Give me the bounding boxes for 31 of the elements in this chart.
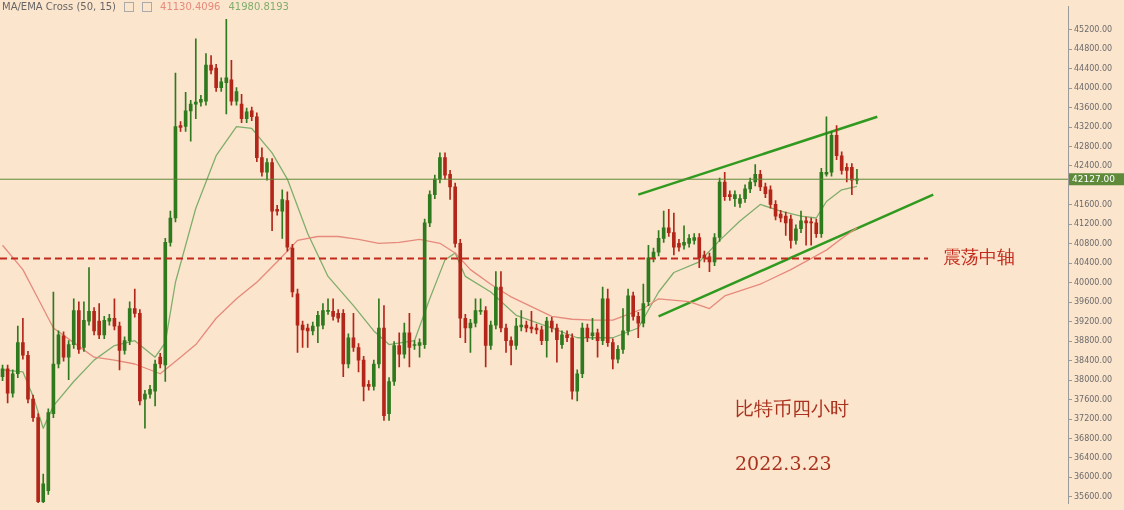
- y-tick-label: 36800.00: [1074, 433, 1113, 443]
- annotation: 41980.8193: [228, 1, 289, 12]
- y-tick-label: 41600.00: [1074, 199, 1113, 209]
- annotation: 2022.3.23: [735, 452, 832, 474]
- y-tick-label: 37200.00: [1074, 414, 1113, 424]
- y-tick-label: 39600.00: [1074, 297, 1113, 307]
- y-tick-label: 44400.00: [1074, 63, 1113, 73]
- y-tick-label: 40000.00: [1074, 277, 1113, 287]
- y-tick-label: 37600.00: [1074, 394, 1113, 404]
- annotation: 比特币四小时: [735, 396, 849, 421]
- y-tick-label: 44000.00: [1074, 83, 1113, 93]
- ref-line-label: 42127.00: [1072, 173, 1116, 184]
- y-tick-label: 38800.00: [1074, 336, 1113, 346]
- y-tick-label: 43600.00: [1074, 102, 1113, 112]
- y-tick-label: 42400.00: [1074, 161, 1113, 171]
- annotation: 41130.4096: [160, 1, 221, 12]
- ref-line-label: 震荡中轴: [943, 246, 1015, 268]
- y-tick-label: 35600.00: [1074, 491, 1113, 501]
- y-tick-label: 36000.00: [1074, 472, 1113, 482]
- y-tick-label: 40400.00: [1074, 258, 1113, 268]
- y-tick-label: 44800.00: [1074, 44, 1113, 54]
- y-tick-label: 39200.00: [1074, 316, 1113, 326]
- y-tick-label: 38000.00: [1074, 375, 1113, 385]
- y-tick-label: 41200.00: [1074, 219, 1113, 229]
- y-tick-label: 43200.00: [1074, 122, 1113, 132]
- y-tick-label: 38400.00: [1074, 355, 1113, 365]
- y-tick-label: 36400.00: [1074, 453, 1113, 463]
- y-tick-label: 42800.00: [1074, 141, 1113, 151]
- chart-title: MA/EMA Cross (50, 15): [2, 1, 117, 12]
- y-tick-label: 40800.00: [1074, 238, 1113, 248]
- y-tick-label: 45200.00: [1074, 24, 1113, 34]
